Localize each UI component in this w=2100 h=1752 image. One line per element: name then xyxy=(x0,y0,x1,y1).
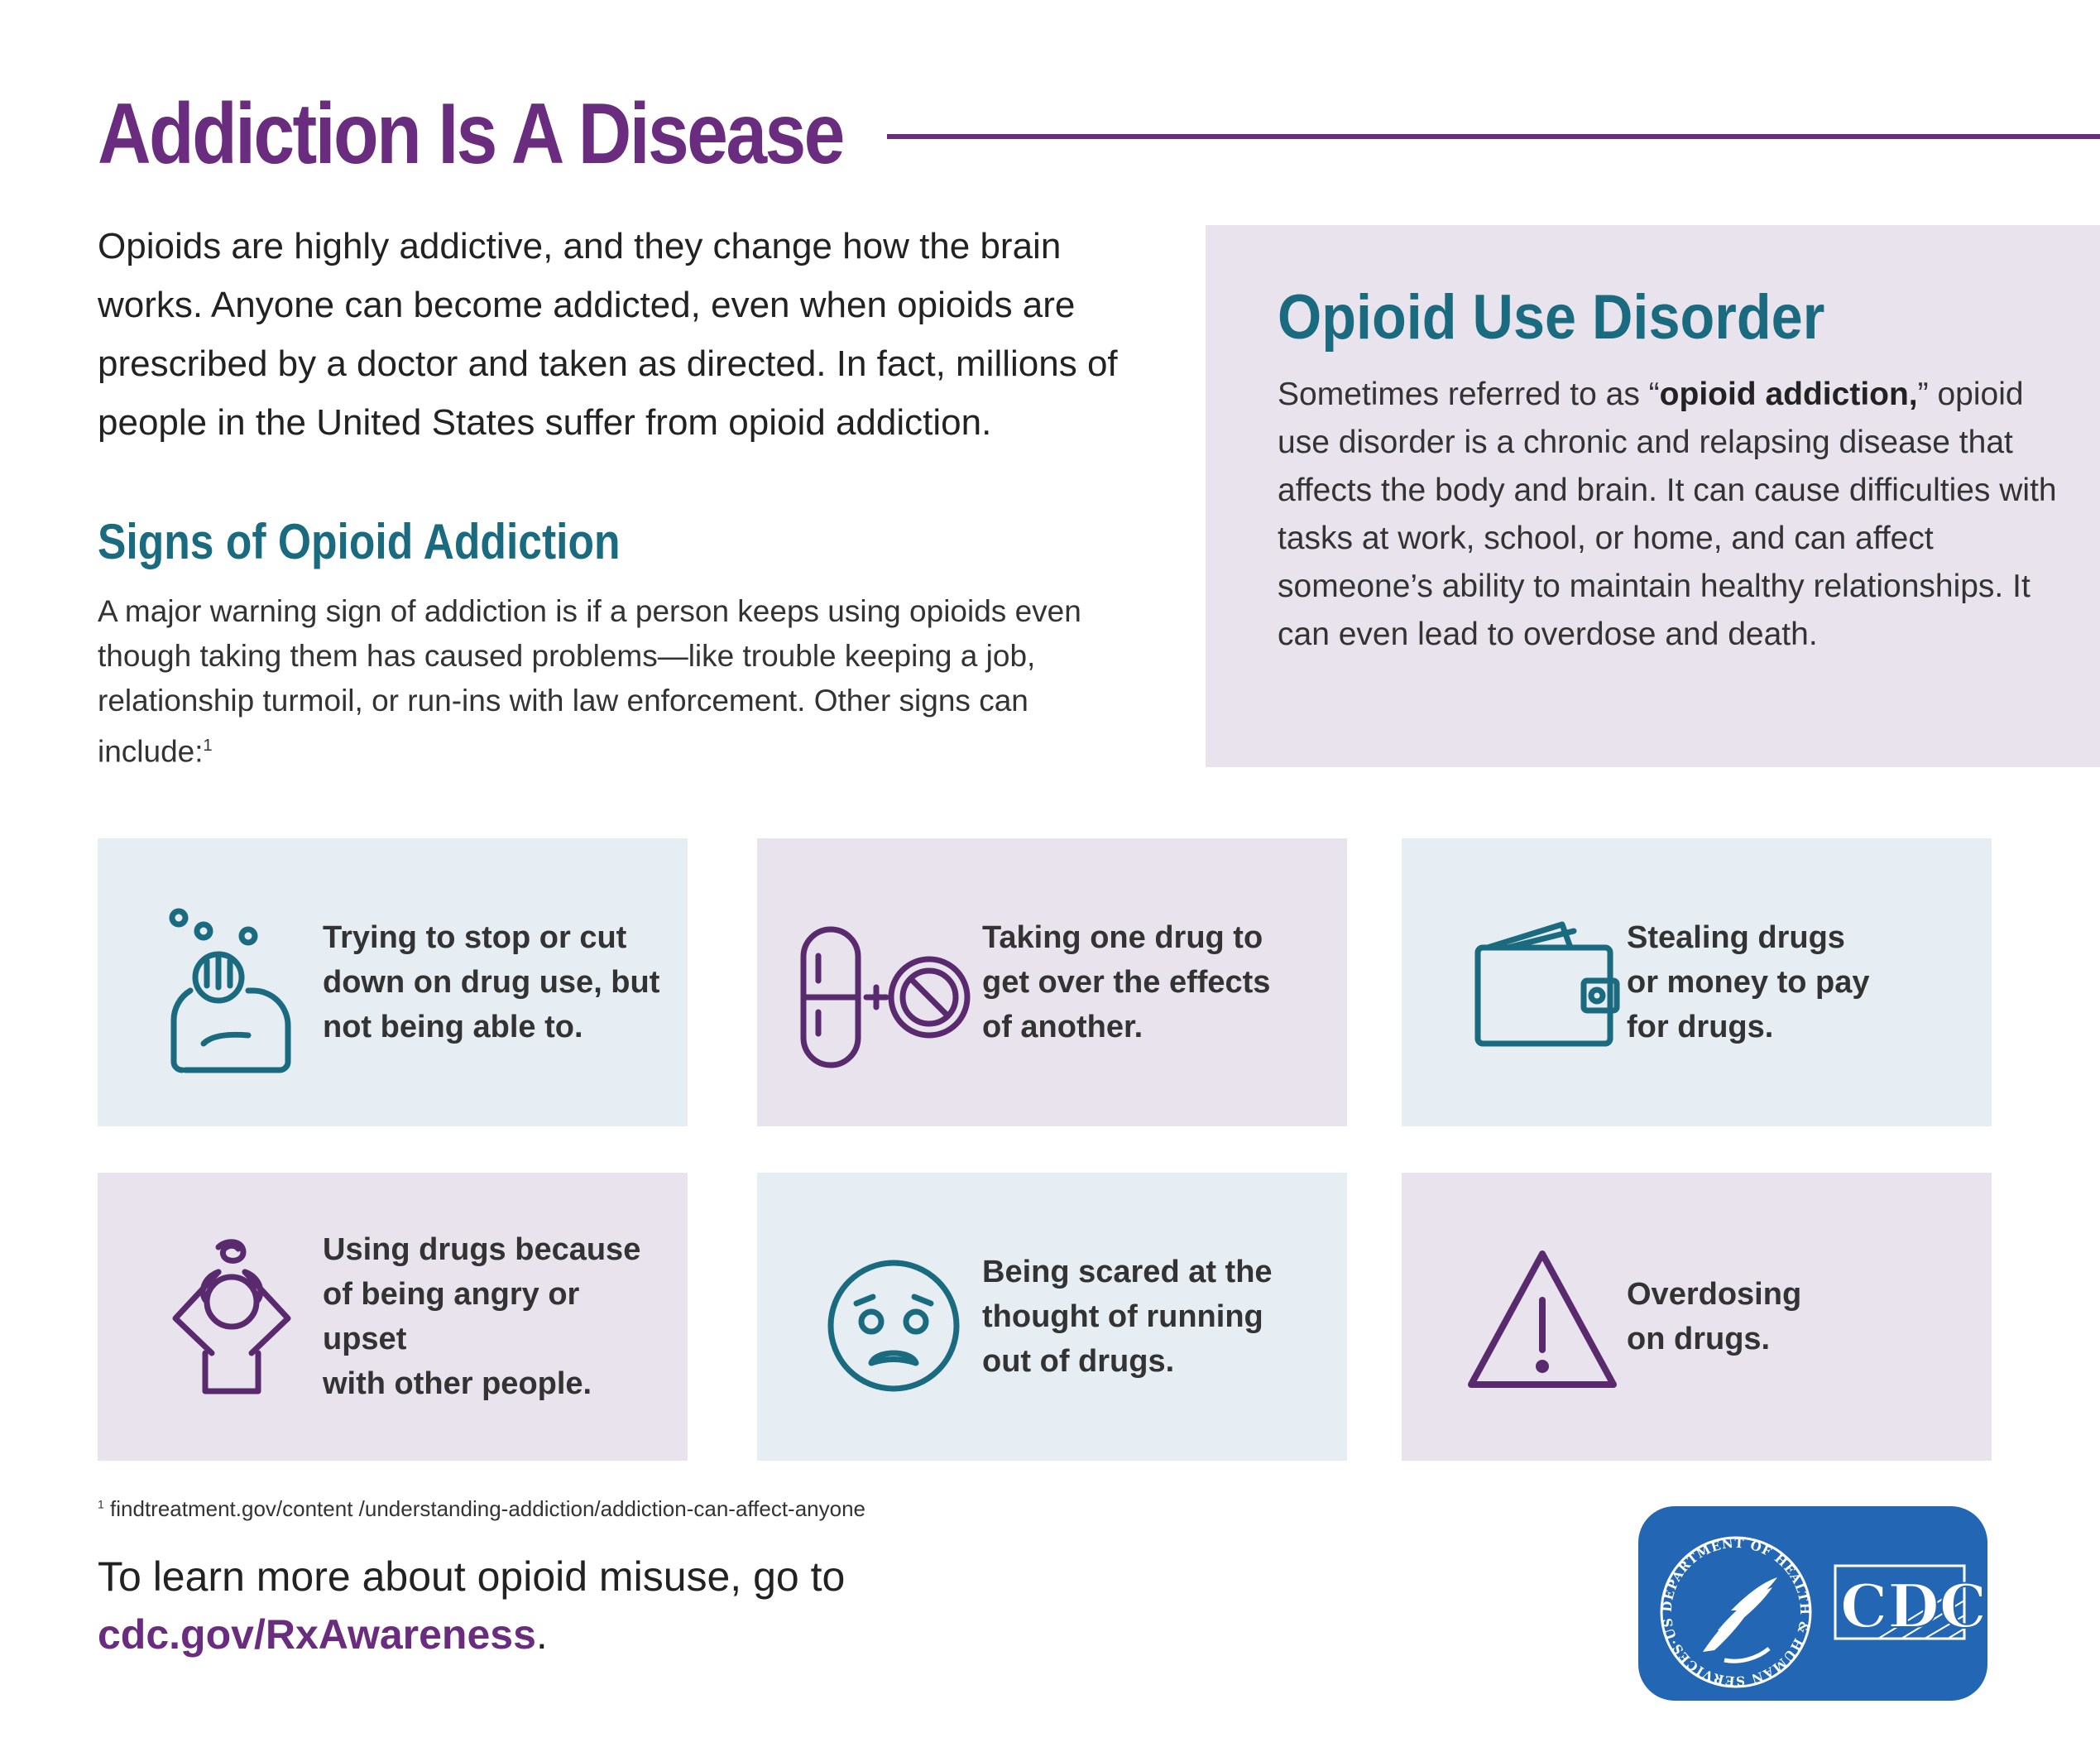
footnote: 1 findtreatment.gov/content /understandi… xyxy=(98,1496,865,1522)
signs-footnote-marker: 1 xyxy=(203,737,213,755)
pill-plus-pill-icon xyxy=(800,926,971,1068)
sign-card-label: Taking one drug to get over the effects … xyxy=(982,920,1271,1044)
sign-card-label: Being scared at the thought of running o… xyxy=(982,1255,1273,1379)
sign-card-label: Using drugs because of being angry or up… xyxy=(323,1232,641,1401)
footnote-marker: 1 xyxy=(98,1497,104,1511)
opioid-use-disorder-panel: Opioid Use Disorder Sometimes referred t… xyxy=(1206,225,2100,767)
cdc-rxawareness-link[interactable]: cdc.gov/RxAwareness xyxy=(98,1611,536,1658)
oud-paragraph: Sometimes referred to as “opioid addicti… xyxy=(1278,371,2072,659)
sign-card-stealing: Stealing drugs or money to pay for drugs… xyxy=(1402,838,1992,1126)
sign-card-one-drug-another: Taking one drug to get over the effects … xyxy=(757,838,1347,1126)
oud-text-start: Sometimes referred to as “ xyxy=(1278,377,1660,412)
footnote-text: findtreatment.gov/content /understanding… xyxy=(103,1496,866,1521)
oud-heading: Opioid Use Disorder xyxy=(1278,282,1825,353)
learn-more: To learn more about opioid misuse, go to… xyxy=(98,1548,845,1663)
signs-heading: Signs of Opioid Addiction xyxy=(98,514,621,569)
sign-card-label: Stealing drugs or money to pay for drugs… xyxy=(1627,920,1870,1044)
learn-more-suffix: . xyxy=(535,1611,548,1658)
oud-text-bold: opioid addiction, xyxy=(1659,377,1918,412)
sign-card-stop-cut-down: Trying to stop or cut down on drug use, … xyxy=(98,838,688,1126)
sign-card-overdosing: Overdosing on drugs. xyxy=(1402,1173,1992,1461)
wallet-icon xyxy=(1474,921,1620,1047)
title-rule xyxy=(887,134,2100,139)
learn-more-text: To learn more about opioid misuse, go to xyxy=(98,1553,846,1600)
upset-person-icon xyxy=(172,1239,291,1394)
sign-card-label: Overdosing on drugs. xyxy=(1627,1277,1802,1356)
scared-face-icon xyxy=(827,1260,960,1392)
oud-text-end: ” opioid use disorder is a chronic and r… xyxy=(1278,377,2057,652)
frustrated-person-icon xyxy=(169,908,291,1073)
sign-card-angry-upset: Using drugs because of being angry or up… xyxy=(98,1173,688,1461)
page-title: Addiction Is A Disease xyxy=(98,86,845,182)
signs-paragraph: A major warning sign of addiction is if … xyxy=(98,589,1124,774)
intro-paragraph: Opioids are highly addictive, and they c… xyxy=(98,226,1118,443)
sign-card-scared: Being scared at the thought of running o… xyxy=(757,1173,1347,1461)
hhs-cdc-logo: DEPARTMENT OF HEALTH & HUMAN SERVICES·US… xyxy=(1633,1495,1987,1701)
sign-card-label: Trying to stop or cut down on drug use, … xyxy=(323,920,660,1044)
cdc-wordmark: CDC xyxy=(1840,1571,1987,1641)
signs-text: A major warning sign of addiction is if … xyxy=(98,594,1081,769)
warning-triangle-icon xyxy=(1468,1250,1617,1388)
hhs-seal-icon: DEPARTMENT OF HEALTH & HUMAN SERVICES·US… xyxy=(1633,1495,1987,1688)
